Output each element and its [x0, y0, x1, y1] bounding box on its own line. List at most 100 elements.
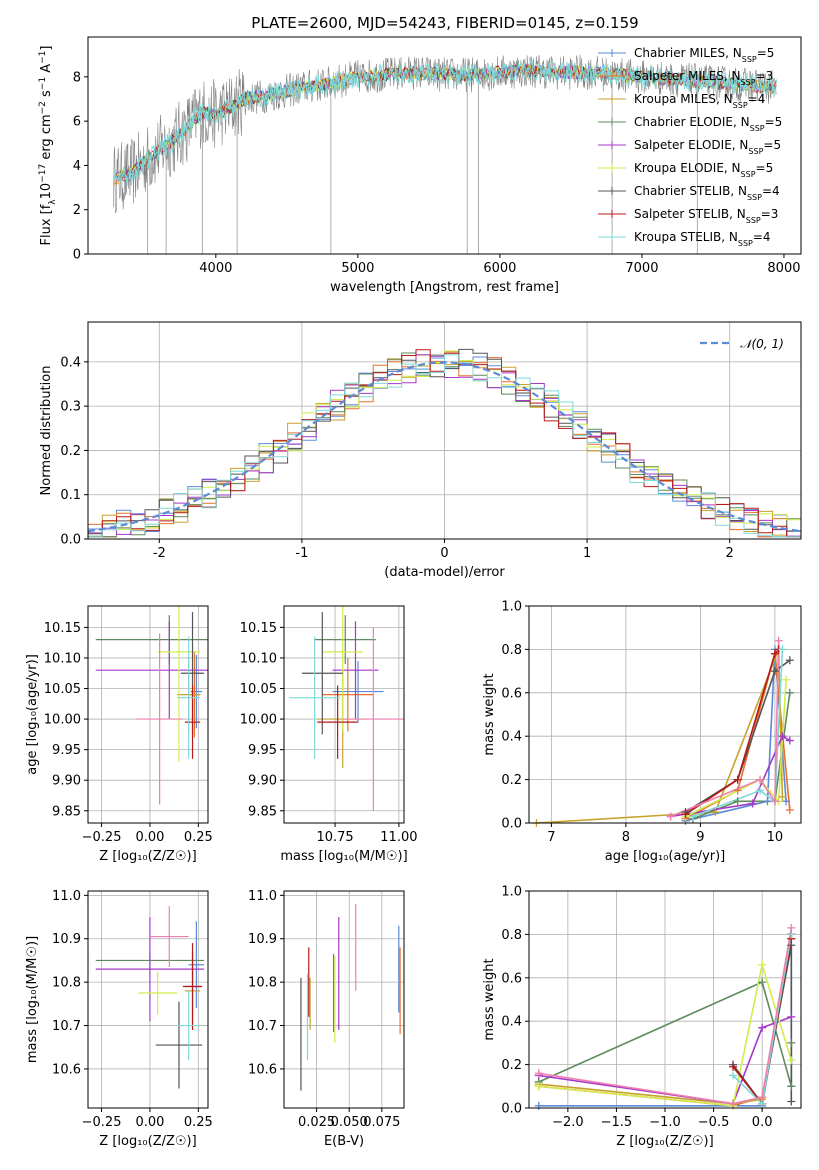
gaussian-legend-label: 𝒩(0, 1)	[740, 337, 784, 351]
y-tick-label: 0.6	[501, 686, 522, 701]
point-marker-extra	[534, 1069, 543, 1078]
y-axis-label-part: s	[39, 90, 54, 101]
axes-frame	[283, 605, 405, 824]
point-marker-kroupa-stelib	[756, 786, 765, 795]
legend-entry-nssp: =5	[763, 138, 781, 152]
spectrum-data-line	[113, 54, 777, 214]
x-tick-label: 4000	[199, 261, 232, 276]
point-marker-salpeter-miles	[733, 786, 742, 795]
x-axis-label: Z [log₁₀(Z/Z☉)]	[99, 849, 196, 864]
point-marker-extra	[756, 775, 765, 784]
point-marker-extra	[770, 797, 779, 806]
y-tick-label: 0.2	[60, 444, 81, 459]
y-tick-label: 10.05	[44, 682, 81, 697]
point-marker-salpeter-elodie	[787, 1012, 796, 1021]
panels: 4000 5000 6000 7000 8000 0 2 4 6 8 wavelength [Ang…	[25, 36, 802, 1149]
y-axis-label-part: A	[39, 64, 54, 77]
legend-entry-name: Chabrier ELODIE, N	[634, 115, 750, 129]
point-marker-kroupa-miles	[711, 808, 720, 817]
y-axis-label-part: ]	[39, 46, 54, 51]
y-tick-label: 11.0	[248, 889, 277, 904]
x-tick-label: −1.0	[649, 1115, 681, 1130]
x-tick-label: 0.050	[331, 1115, 368, 1130]
y-tick-label: 9.90	[52, 774, 81, 789]
point-marker-salpeter-elodie	[748, 799, 757, 808]
point-marker-salpeter-elodie	[758, 1023, 767, 1032]
y-tick-label: 0	[73, 248, 81, 263]
y-tick-label: 8	[73, 70, 81, 85]
y-axis-label: age [log₁₀(age/yr)]	[25, 654, 40, 775]
y-tick-label: 9.85	[52, 804, 81, 819]
y-tick-label: 10.6	[52, 1062, 81, 1077]
point-marker-salpeter-stelib	[733, 775, 742, 784]
y-tick-label: 10.8	[52, 976, 81, 991]
y-tick-label: 10.10	[44, 651, 81, 666]
point-marker-chabrier-miles	[782, 797, 791, 806]
x-tick-label: 8000	[767, 261, 800, 276]
panel-weight_vs_Z: −2.0 −1.5 −1.0 −0.5 0.0 0.0 0.2 0.4 0.6 0.8 1.0 Z […	[482, 885, 802, 1149]
y-axis-label: mass weight	[482, 673, 497, 755]
legend-entry-name: Chabrier STELIB, N	[634, 184, 747, 198]
point-marker-kroupa-miles	[778, 792, 787, 801]
x-tick-label: 10	[767, 830, 784, 845]
x-tick-label: 7000	[625, 261, 658, 276]
x-tick-label: 0.00	[135, 1115, 164, 1130]
y-tick-label: 10.05	[240, 682, 277, 697]
legend-entry-subscript: SSP	[733, 101, 748, 110]
x-tick-label: −2.0	[552, 1115, 584, 1130]
plot-area	[536, 640, 791, 823]
y-tick-label: 0.4	[501, 1015, 522, 1030]
legend-entry-subscript: SSP	[748, 147, 763, 156]
y-tick-label: 0.3	[60, 400, 81, 415]
legend-entry-nssp: =5	[756, 161, 774, 175]
series-extra	[538, 927, 793, 1105]
panel-spectrum: 4000 5000 6000 7000 8000 0 2 4 6 8 wavelength [Ang…	[38, 36, 802, 295]
panel-age_vs_Z: −0.25 0.00 0.25 9.85 9.90 9.95 10.00 10.05 10.10…	[25, 605, 213, 864]
y-tick-label: 6	[73, 115, 81, 130]
panel-age_vs_mass: 10.75 11.00 9.85 9.90 9.95 10.00 10.05 10.10 10.…	[240, 605, 418, 864]
y-tick-label: 0.2	[501, 1058, 522, 1073]
point-marker-kroupa-stelib	[778, 645, 787, 654]
x-tick-label: 8	[622, 830, 630, 845]
legend-entry-subscript: SSP	[741, 170, 756, 179]
plot-area	[538, 927, 793, 1107]
point-marker-chabrier-stelib	[787, 1097, 796, 1106]
point-marker-salpeter-elodie	[778, 732, 787, 741]
y-tick-label: 10.00	[240, 713, 277, 728]
y-tick-label: 11.0	[52, 889, 81, 904]
point-marker-chabrier-elodie	[758, 978, 767, 987]
point-marker-chabrier-elodie	[733, 797, 742, 806]
legend-entry-salpeter-stelib: Salpeter STELIB, NSSP=3	[634, 207, 778, 225]
y-axis-label-part: erg cm	[39, 114, 54, 163]
y-tick-label: 10.9	[248, 932, 277, 947]
y-tick-label: 10.15	[240, 621, 277, 636]
legend-entry-nssp: =3	[761, 207, 779, 221]
point-marker-salpeter-miles	[785, 805, 794, 814]
legend-entry-name: Kroupa STELIB, N	[634, 230, 738, 244]
y-tick-label: 0.1	[60, 488, 81, 503]
point-marker-chabrier-miles	[763, 797, 772, 806]
point-marker-chabrier-elodie	[787, 1038, 796, 1047]
x-tick-label: 2	[726, 546, 734, 561]
x-tick-label: -1	[295, 546, 308, 561]
legend-entry-nssp: =4	[762, 184, 780, 198]
y-tick-label: 9.90	[248, 774, 277, 789]
legend-entry-subscript: SSP	[747, 193, 762, 202]
series-kroupa-miles	[536, 649, 784, 823]
point-marker-kroupa-stelib	[729, 1071, 737, 1080]
point-marker-extra	[758, 1093, 767, 1102]
point-marker-kroupa-elodie	[758, 960, 767, 969]
x-tick-label: 0	[440, 546, 448, 561]
series-kroupa-stelib	[692, 649, 784, 818]
y-axis-label: mass [log₁₀(M/M☉)]	[25, 936, 40, 1063]
axes-frame	[87, 605, 209, 824]
y-tick-label: 10.15	[44, 621, 81, 636]
y-tick-label: 0.8	[501, 643, 522, 658]
point-marker-kroupa-stelib	[688, 812, 697, 821]
y-axis-label-part: −1	[38, 77, 48, 90]
x-tick-label: 0.0	[752, 1115, 773, 1130]
x-tick-label: 0.00	[135, 830, 164, 845]
y-tick-label: 10.7	[248, 1019, 277, 1034]
